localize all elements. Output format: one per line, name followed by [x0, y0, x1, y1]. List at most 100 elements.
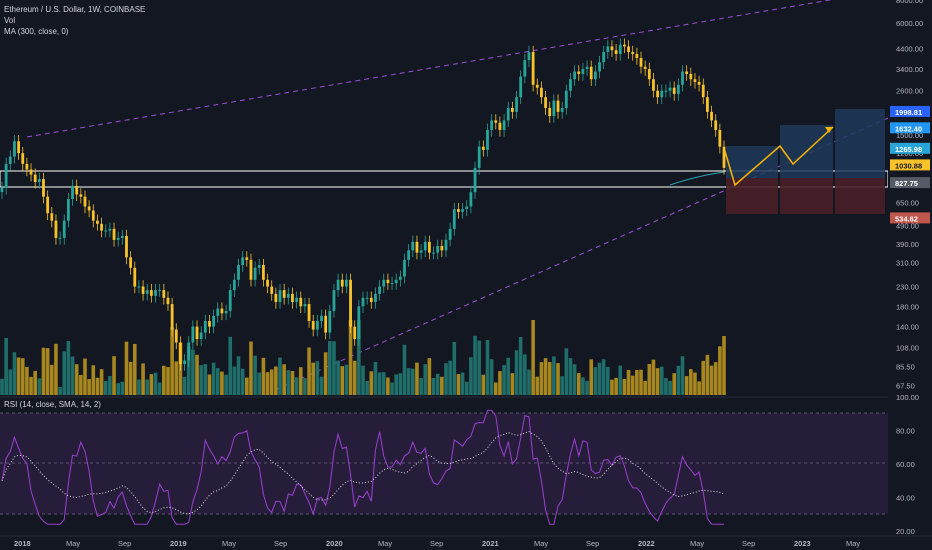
volume-bar [95, 377, 100, 395]
volume-bars [0, 320, 726, 395]
target-box-3[interactable] [835, 109, 885, 178]
volume-bar [245, 377, 249, 395]
volume-bar [452, 341, 457, 395]
candle-body [411, 241, 415, 251]
volume-bar [589, 359, 594, 395]
chart-legend[interactable]: Ethereum / U.S. Dollar, 1W, COINBASE Vol… [4, 4, 145, 37]
time-tick-2: Sep [118, 539, 131, 548]
volume-bar [415, 362, 419, 395]
candle-body [585, 66, 589, 70]
candle-body [58, 237, 62, 239]
candle-body [436, 245, 440, 253]
volume-bar [493, 382, 498, 395]
volume-bar [186, 346, 191, 395]
time-tick-0: 2018 [14, 539, 31, 548]
rsi-legend[interactable]: RSI (14, close, SMA, 14, 2) [4, 400, 101, 409]
volume-bar [365, 381, 369, 395]
time-axis[interactable] [0, 536, 932, 550]
volume-bar [357, 320, 361, 395]
volume-bar [261, 357, 266, 395]
candle-body [556, 100, 560, 112]
stop-box-3[interactable] [835, 178, 885, 214]
target-box-1[interactable] [726, 146, 778, 178]
candle-body [639, 58, 643, 67]
volume-bar [639, 369, 643, 395]
candle-body [647, 69, 651, 80]
price-tag-bg-2 [890, 142, 930, 154]
time-tick-13: May [690, 539, 704, 548]
volume-bar [141, 363, 145, 395]
candle-body [685, 71, 689, 74]
candle-body [257, 265, 261, 268]
candle-body [13, 141, 16, 157]
volume-bar [386, 377, 390, 395]
candle-body [162, 290, 166, 298]
candle-body [33, 174, 37, 182]
candle-body [444, 239, 448, 251]
volume-bar [427, 358, 432, 395]
volume-bar [37, 378, 42, 395]
volume-bar [473, 335, 477, 395]
candle-body [166, 297, 170, 305]
candle-body [531, 52, 535, 85]
volume-bar [182, 376, 187, 395]
candle-body [581, 69, 585, 74]
candle-body [220, 308, 224, 314]
volume-bar [45, 348, 50, 395]
volume-bar [103, 381, 108, 395]
volume-bar [531, 320, 535, 395]
candle-body [407, 250, 411, 260]
ma-label[interactable]: MA (300, close, 0) [4, 27, 69, 36]
volume-bar [381, 372, 386, 395]
candle-body [212, 315, 216, 327]
volume-bar [722, 336, 726, 395]
volume-bar [689, 369, 693, 395]
volume-bar [66, 341, 71, 395]
volume-bar [680, 356, 685, 395]
channel-upper-line[interactable] [26, 0, 831, 138]
projection-path[interactable] [723, 126, 834, 187]
price-tick-4: 2600.00 [896, 87, 923, 96]
volume-bar [406, 368, 411, 395]
stop-box-2[interactable] [780, 178, 833, 214]
candle-body [336, 279, 340, 291]
time-tick-3: 2019 [170, 539, 187, 548]
volume-bar [41, 347, 46, 395]
candle-body [390, 283, 394, 285]
volume-bar [659, 366, 664, 395]
candle-body [486, 129, 489, 150]
price-tag-bg-1 [890, 122, 930, 134]
candle-body [270, 286, 274, 294]
candle-body [46, 196, 50, 214]
volume-bar [153, 372, 158, 395]
candle-body [689, 73, 693, 80]
candle-body [299, 297, 303, 307]
rsi-pane[interactable] [0, 409, 888, 525]
symbol-label[interactable]: Ethereum / U.S. Dollar, 1W, COINBASE [4, 5, 146, 14]
candle-body [502, 120, 506, 130]
time-axis-ticks: 2018 May Sep 2019 May Sep 2020 May Sep 2021 May Sep… [14, 539, 860, 548]
price-tag-bg-0 [890, 105, 930, 117]
long-position-boxes[interactable] [726, 109, 885, 214]
volume-label[interactable]: Vol [4, 16, 16, 25]
price-axis[interactable] [888, 0, 932, 536]
candle-body [631, 52, 635, 54]
candle-body [75, 185, 79, 195]
candle-body [540, 87, 543, 98]
candle-body [100, 223, 103, 231]
rsi-axis-ticks: 100.00 80.00 60.00 40.00 20.00 [896, 393, 919, 536]
time-tick-11: Sep [586, 539, 599, 548]
volume-bar [174, 361, 179, 395]
candle-body [311, 321, 315, 330]
price-tag-bg-4 [890, 177, 930, 189]
candle-body [112, 228, 116, 240]
candle-body [481, 146, 485, 150]
projection-arrow [825, 127, 833, 133]
volume-bar [431, 378, 436, 395]
volume-bar [91, 365, 96, 395]
volume-bar [398, 373, 403, 395]
candle-body [282, 290, 286, 298]
volume-bar [564, 348, 569, 395]
volume-bar [12, 352, 17, 395]
